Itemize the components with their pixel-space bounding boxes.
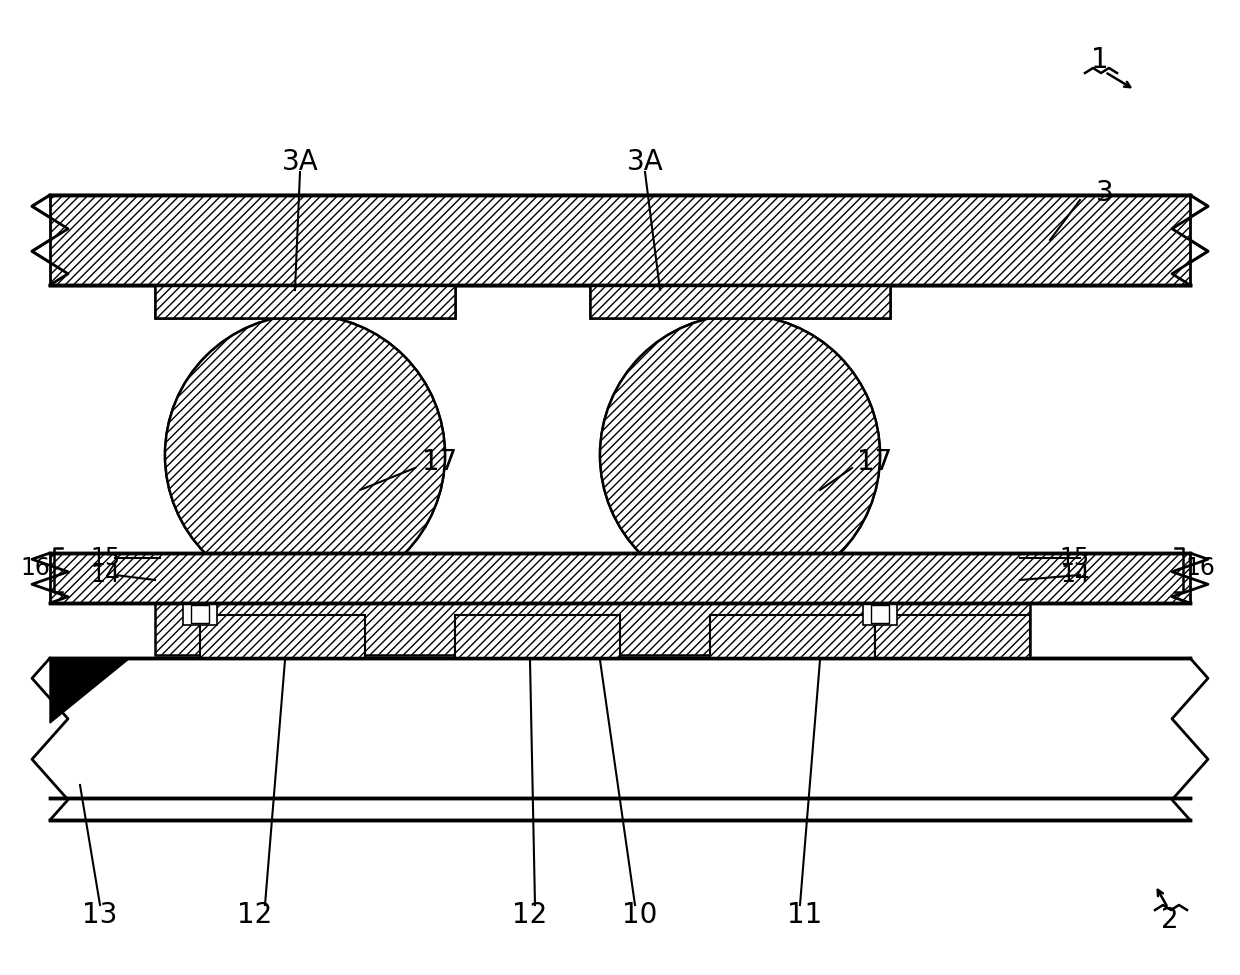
Bar (184, 603, 217, 625)
Text: 15: 15 (1060, 546, 1090, 570)
Text: 10: 10 (622, 901, 657, 929)
Text: 3A: 3A (281, 148, 319, 176)
Bar (50, 798, 1190, 820)
Bar (200, 615, 365, 658)
Text: 1: 1 (1091, 46, 1109, 74)
Text: 15: 15 (91, 546, 120, 570)
Circle shape (600, 315, 880, 595)
Text: 13: 13 (82, 901, 118, 929)
Bar (0, 553, 1240, 975)
Text: 3A: 3A (626, 148, 663, 176)
Bar (711, 615, 875, 658)
Text: 3: 3 (1096, 179, 1114, 207)
Bar (50, 195, 1190, 285)
Bar (155, 285, 455, 318)
Bar (0, 553, 1240, 975)
Text: 16: 16 (20, 556, 50, 580)
Text: 11: 11 (787, 901, 822, 929)
Bar (590, 285, 890, 318)
Bar (50, 553, 1190, 603)
Text: 17: 17 (857, 448, 893, 476)
Bar (155, 603, 1030, 655)
Text: 16: 16 (1185, 556, 1215, 580)
Bar (191, 605, 210, 623)
Bar (0, 0, 1240, 285)
Circle shape (165, 315, 445, 595)
Text: 12: 12 (237, 901, 273, 929)
Circle shape (165, 315, 445, 595)
Bar (870, 605, 889, 623)
Polygon shape (50, 658, 130, 723)
Bar (50, 195, 1190, 285)
Bar (875, 615, 1030, 658)
Bar (0, 0, 1240, 285)
Bar (455, 615, 620, 658)
Text: 12: 12 (512, 901, 548, 929)
Bar (50, 658, 1190, 798)
Bar (863, 603, 897, 625)
Text: 14: 14 (91, 563, 120, 587)
Text: 17: 17 (423, 448, 458, 476)
Bar (155, 285, 455, 318)
Circle shape (600, 315, 880, 595)
Bar (590, 285, 890, 318)
Text: 14: 14 (1060, 563, 1090, 587)
Text: 2: 2 (1161, 906, 1179, 934)
